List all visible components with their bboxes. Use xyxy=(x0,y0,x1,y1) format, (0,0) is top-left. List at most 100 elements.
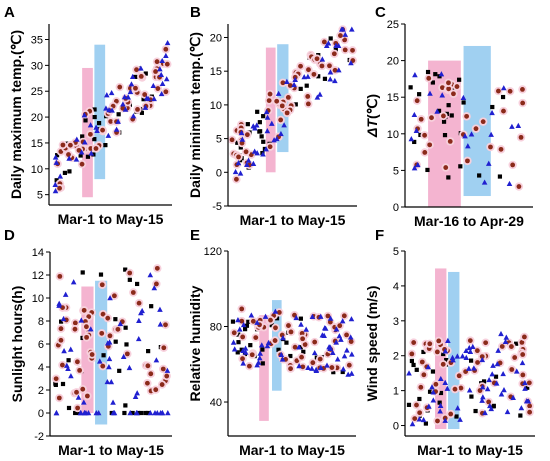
data-point-triangle xyxy=(120,353,127,360)
data-point-triangle xyxy=(498,330,504,337)
data-point-circle xyxy=(56,395,62,401)
data-point-triangle xyxy=(232,168,239,175)
data-point-triangle xyxy=(487,402,493,409)
data-point-triangle xyxy=(437,375,444,382)
data-point-circle xyxy=(338,33,343,38)
data-point-triangle xyxy=(65,365,71,372)
panel-letter: A xyxy=(4,4,15,21)
data-point-triangle xyxy=(489,109,495,116)
panel-a: 5 10 15 20 25 30 35 A Mar-1 to May-15 Daily maxim… xyxy=(4,4,172,227)
data-point-circle xyxy=(474,348,480,354)
data-point-triangle xyxy=(454,405,461,411)
data-point-square xyxy=(146,349,151,354)
data-point-square xyxy=(236,340,241,345)
data-point-circle xyxy=(299,331,305,336)
data-point-circle xyxy=(53,376,59,382)
series-circle xyxy=(51,264,171,413)
data-point-triangle xyxy=(263,108,270,115)
data-point-triangle xyxy=(485,160,492,166)
y-tick-label: 25 xyxy=(31,86,43,98)
data-point-circle xyxy=(520,352,526,357)
y-tick-label: 20 xyxy=(387,56,399,68)
data-point-square xyxy=(301,349,306,354)
y-axis-label: Relative humidity xyxy=(187,285,203,401)
data-point-square xyxy=(145,410,151,416)
data-point-triangle xyxy=(115,118,121,124)
data-point-triangle xyxy=(490,362,496,368)
data-point-square xyxy=(409,358,415,364)
data-point-triangle xyxy=(479,384,486,390)
data-point-circle xyxy=(267,144,273,150)
data-point-triangle xyxy=(70,279,77,285)
data-point-triangle xyxy=(284,78,290,84)
data-point-triangle xyxy=(279,356,286,362)
data-point-circle xyxy=(154,265,160,271)
data-point-triangle xyxy=(342,31,349,37)
data-point-circle xyxy=(465,158,470,164)
data-point-square xyxy=(92,107,97,112)
data-point-triangle xyxy=(416,416,423,422)
data-point-square xyxy=(446,175,451,180)
data-point-square xyxy=(73,410,78,416)
data-point-circle xyxy=(159,382,165,387)
data-point-circle xyxy=(317,356,323,362)
y-tick-label: 5 xyxy=(37,190,43,202)
data-point-triangle xyxy=(264,128,271,134)
data-point-triangle xyxy=(52,187,59,194)
data-point-circle xyxy=(454,84,460,89)
data-point-circle xyxy=(441,113,446,119)
data-point-square xyxy=(260,361,265,366)
data-point-circle xyxy=(456,373,462,379)
data-point-square xyxy=(298,345,303,350)
data-point-circle xyxy=(287,83,293,88)
data-point-triangle xyxy=(117,320,124,327)
data-point-circle xyxy=(58,337,64,343)
y-tick-label: 14 xyxy=(32,247,44,259)
data-point-circle xyxy=(145,363,151,369)
data-point-triangle xyxy=(136,317,142,323)
data-point-triangle xyxy=(465,143,471,149)
data-point-triangle xyxy=(442,348,449,354)
data-point-square xyxy=(425,69,431,75)
data-point-square xyxy=(417,92,422,97)
data-point-circle xyxy=(501,108,506,114)
y-tick-label: 15 xyxy=(31,138,43,150)
data-point-square xyxy=(331,370,336,375)
data-point-triangle xyxy=(254,319,260,325)
data-point-circle xyxy=(247,363,252,369)
data-point-circle xyxy=(88,146,94,151)
data-point-triangle xyxy=(439,92,446,98)
data-point-square xyxy=(139,410,144,416)
data-point-triangle xyxy=(61,347,67,354)
data-point-triangle xyxy=(103,105,109,111)
shaded-region-blue xyxy=(94,44,106,180)
data-point-circle xyxy=(133,85,138,91)
data-point-circle xyxy=(325,313,331,319)
data-point-triangle xyxy=(260,151,266,157)
data-point-circle xyxy=(298,63,303,69)
data-point-triangle xyxy=(347,334,354,340)
data-point-triangle xyxy=(425,364,432,370)
data-point-square xyxy=(124,342,129,347)
data-point-triangle xyxy=(467,348,474,355)
data-point-triangle xyxy=(147,410,154,416)
data-point-square xyxy=(133,74,138,80)
data-point-triangle xyxy=(280,334,286,341)
data-point-square xyxy=(423,421,428,426)
data-point-circle xyxy=(138,73,144,79)
data-point-circle xyxy=(452,386,458,392)
data-point-triangle xyxy=(251,148,258,154)
data-point-circle xyxy=(440,361,446,367)
data-point-circle xyxy=(414,402,419,408)
series-triangle xyxy=(406,330,532,427)
data-point-triangle xyxy=(296,344,302,350)
data-point-triangle xyxy=(240,347,246,353)
data-point-circle xyxy=(429,115,434,121)
data-point-triangle xyxy=(469,343,476,349)
data-point-triangle xyxy=(406,370,412,376)
data-point-square xyxy=(92,114,97,120)
data-point-triangle xyxy=(254,150,260,156)
data-point-triangle xyxy=(242,349,249,355)
data-point-square xyxy=(438,390,444,396)
